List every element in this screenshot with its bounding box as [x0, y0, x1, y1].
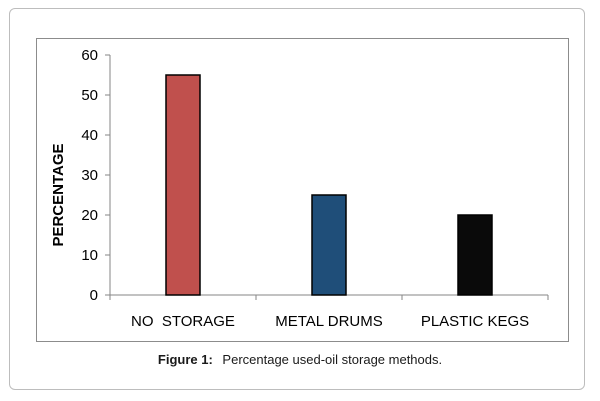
bar [457, 214, 493, 296]
y-axis-label: PERCENTAGE [50, 143, 67, 246]
x-tick-label: PLASTIC KEGS [421, 313, 529, 330]
y-tick-label: 50 [81, 87, 98, 104]
figure-caption: Figure 1: Percentage used-oil storage me… [0, 352, 600, 367]
x-tick-label: METAL DRUMS [275, 313, 383, 330]
caption-label: Figure 1: [157, 352, 213, 367]
chart-bars [165, 74, 493, 296]
y-tick-label: 20 [81, 207, 98, 224]
caption-text: Percentage used-oil storage methods. [222, 352, 443, 367]
x-tick-label: NO STORAGE [131, 313, 235, 330]
y-tick-label: 40 [81, 127, 98, 144]
y-tick-label: 10 [81, 247, 98, 264]
bar [311, 194, 347, 296]
y-tick-labels: 0 10 20 30 40 50 60 [81, 47, 98, 304]
y-tick-label: 30 [81, 167, 98, 184]
bar [165, 74, 201, 296]
y-tick-label: 60 [81, 47, 98, 64]
x-tick-labels: NO STORAGE METAL DRUMS PLASTIC KEGS [131, 313, 529, 330]
y-tick-label: 0 [90, 287, 98, 304]
